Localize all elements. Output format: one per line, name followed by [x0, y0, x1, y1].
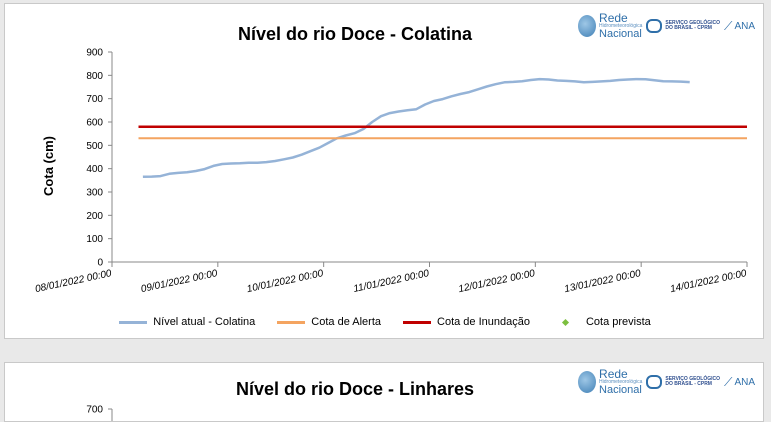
x-tick-label: 14/01/2022 00:00	[669, 268, 748, 295]
legend-swatch	[403, 321, 431, 324]
y-tick-label: 700	[86, 405, 103, 416]
legend-label: Nível atual - Colatina	[153, 316, 255, 328]
x-tick-label: 08/01/2022 00:00	[34, 268, 113, 295]
legend-item-cota-prevista: Cota prevista	[552, 316, 651, 328]
y-tick-label: 400	[86, 164, 103, 175]
y-axis: 700	[86, 405, 112, 422]
legend-label: Cota prevista	[586, 316, 651, 328]
legend-item-nivel-atual: Nível atual - Colatina	[119, 316, 255, 328]
y-axis: 0 100 200 300 400 500 600 700 800 900	[86, 48, 112, 269]
chart-panel-linhares: Nível do rio Doce - Linhares Rede Hidrom…	[4, 362, 764, 422]
y-tick-label: 300	[86, 188, 103, 199]
series-layer	[139, 79, 748, 177]
legend-swatch	[119, 321, 147, 324]
x-tick-label: 12/01/2022 00:00	[458, 268, 537, 295]
y-tick-label: 500	[86, 141, 103, 152]
y-tick-label: 200	[86, 211, 103, 222]
chart-panel-colatina: Nível do rio Doce - Colatina Rede Hidrom…	[4, 3, 764, 339]
x-tick-label: 10/01/2022 00:00	[246, 268, 325, 295]
legend-swatch	[277, 321, 305, 324]
y-tick-label: 800	[86, 71, 103, 82]
legend-marker	[552, 320, 580, 325]
y-tick-label: 100	[86, 234, 103, 245]
x-tick-label: 11/01/2022 00:00	[352, 268, 430, 295]
x-axis: 08/01/2022 00:00 09/01/2022 00:00 10/01/20…	[34, 262, 748, 295]
y-tick-label: 600	[86, 118, 103, 129]
chart-colatina-svg: 0 100 200 300 400 500 600 700 800 900 08/01/2022 …	[5, 4, 764, 314]
legend-label: Cota de Inundação	[437, 316, 530, 328]
legend-label: Cota de Alerta	[311, 316, 381, 328]
x-tick-label: 13/01/2022 00:00	[563, 268, 642, 295]
x-tick-label: 09/01/2022 00:00	[140, 268, 219, 295]
y-tick-label: 900	[86, 48, 103, 59]
legend: Nível atual - Colatina Cota de Alerta Co…	[5, 316, 764, 328]
legend-item-cota-alerta: Cota de Alerta	[277, 316, 381, 328]
legend-item-cota-inundacao: Cota de Inundação	[403, 316, 530, 328]
y-axis-label: Cota (cm)	[41, 136, 56, 196]
y-tick-label: 700	[86, 94, 103, 105]
y-tick-label: 0	[97, 258, 103, 269]
chart-linhares-svg: 700	[5, 363, 764, 422]
